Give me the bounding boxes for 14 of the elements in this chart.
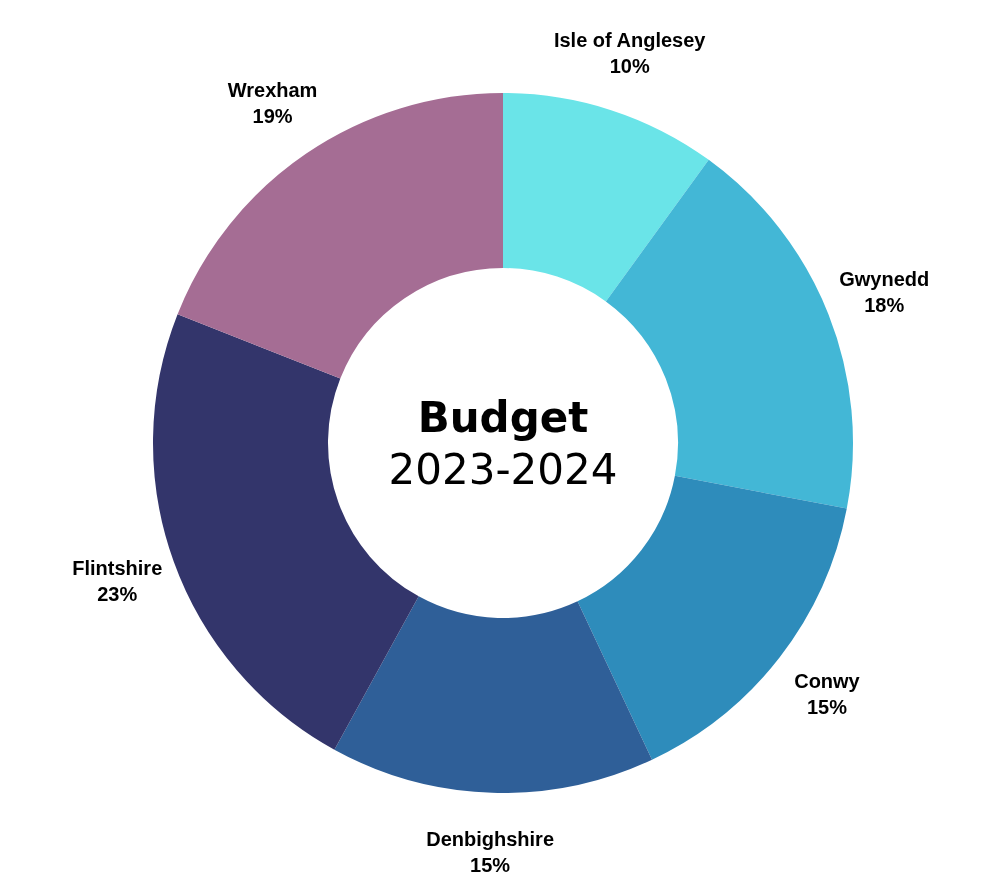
slice-label: Denbighshire bbox=[426, 828, 555, 851]
slice-label: Gwynedd bbox=[839, 267, 930, 290]
data-label: 15% bbox=[470, 854, 511, 877]
slice-label: Isle of Anglesey bbox=[553, 28, 707, 51]
slice-label: Conwy bbox=[794, 669, 861, 692]
slice-label: Wrexham bbox=[227, 79, 318, 102]
data-label: 23% bbox=[97, 583, 138, 606]
data-label: 18% bbox=[864, 293, 905, 316]
text: 2023-2024 bbox=[388, 444, 618, 494]
text: Budget bbox=[417, 392, 589, 442]
slice-label: Flintshire bbox=[72, 557, 163, 580]
data-label: 19% bbox=[252, 105, 293, 128]
data-label: 15% bbox=[806, 695, 848, 718]
data-label: 10% bbox=[609, 54, 650, 77]
